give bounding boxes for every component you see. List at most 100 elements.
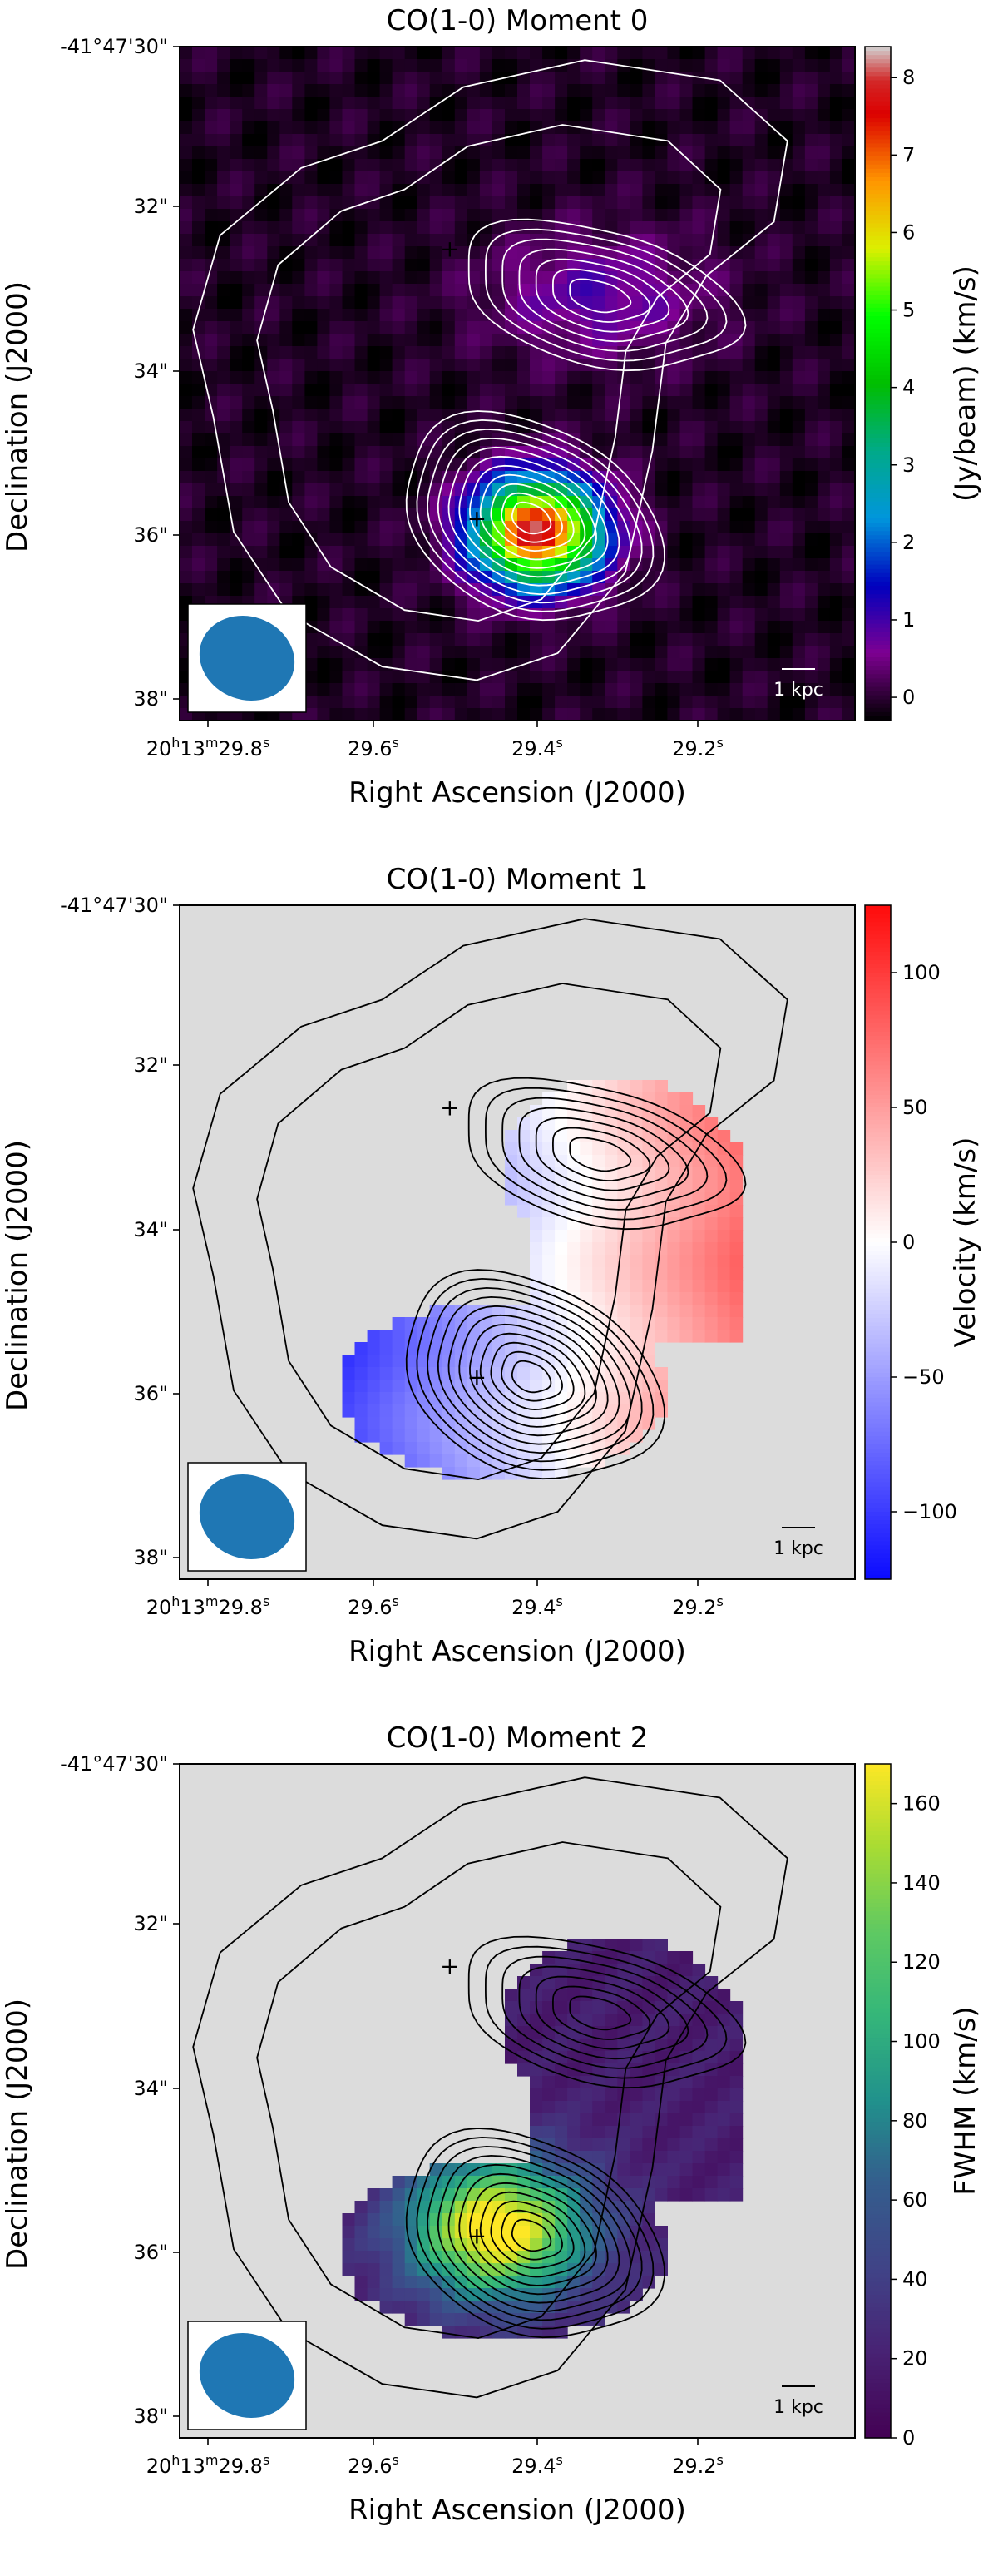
map-pixel bbox=[567, 1355, 581, 1368]
colorbar-segment bbox=[865, 523, 891, 528]
map-pixel bbox=[729, 346, 744, 359]
map-pixel bbox=[454, 309, 468, 322]
map-pixel bbox=[829, 334, 843, 347]
map-pixel bbox=[817, 109, 831, 122]
map-pixel bbox=[704, 134, 719, 147]
map-pixel bbox=[630, 671, 643, 684]
map-pixel bbox=[630, 97, 643, 110]
contour-line bbox=[518, 1107, 689, 1201]
map-pixel bbox=[655, 1392, 668, 1405]
map-pixel bbox=[404, 334, 418, 347]
map-pixel bbox=[192, 221, 205, 235]
map-pixel bbox=[492, 134, 506, 147]
map-pixel bbox=[279, 446, 293, 459]
map-pixel bbox=[804, 384, 818, 397]
map-pixel bbox=[230, 221, 243, 235]
map-pixel bbox=[829, 97, 843, 110]
map-pixel bbox=[479, 346, 493, 359]
map-pixel bbox=[742, 671, 756, 684]
colorbar-segment bbox=[865, 1764, 891, 1769]
map-pixel bbox=[392, 683, 406, 696]
map-pixel bbox=[829, 134, 843, 147]
map-pixel bbox=[379, 159, 393, 172]
map-pixel bbox=[530, 458, 543, 472]
map-pixel bbox=[542, 671, 556, 684]
map-pixel bbox=[630, 2263, 643, 2276]
colorbar-segment bbox=[865, 1822, 891, 1828]
map-pixel bbox=[792, 596, 806, 609]
map-pixel bbox=[567, 109, 581, 122]
map-pixel bbox=[417, 47, 431, 60]
map-pixel bbox=[542, 1951, 556, 1964]
map-pixel bbox=[642, 533, 655, 547]
map-pixel bbox=[617, 409, 630, 422]
map-pixel bbox=[279, 209, 293, 222]
colorbar-segment bbox=[865, 1073, 891, 1079]
map-pixel bbox=[717, 234, 731, 247]
colorbar-segment bbox=[865, 2231, 891, 2237]
colorbar-segment bbox=[865, 2395, 891, 2401]
map-pixel bbox=[467, 546, 481, 559]
map-pixel bbox=[454, 346, 468, 359]
map-pixel bbox=[679, 1976, 694, 1989]
map-pixel bbox=[792, 184, 806, 197]
map-pixel bbox=[767, 571, 781, 584]
map-pixel bbox=[329, 496, 343, 509]
map-pixel bbox=[580, 1255, 593, 1268]
x-tick-label: 20h13m29.8s bbox=[146, 2452, 270, 2478]
map-pixel bbox=[642, 1330, 655, 1343]
map-pixel bbox=[467, 121, 481, 135]
x-tick-label: 29.6s bbox=[348, 2452, 399, 2478]
map-pixel bbox=[242, 134, 255, 147]
map-pixel bbox=[217, 583, 230, 597]
map-pixel bbox=[779, 271, 793, 285]
map-pixel bbox=[717, 246, 731, 260]
map-pixel bbox=[180, 59, 193, 72]
map-pixel bbox=[392, 146, 406, 160]
map-pixel bbox=[180, 321, 193, 334]
map-pixel bbox=[704, 596, 719, 609]
colorbar-segment bbox=[865, 2227, 891, 2232]
map-pixel bbox=[617, 209, 630, 222]
map-pixel bbox=[729, 171, 744, 185]
map-pixel bbox=[605, 608, 618, 622]
map-pixel bbox=[679, 109, 694, 122]
colorbar-segment bbox=[865, 438, 891, 443]
map-pixel bbox=[454, 596, 468, 609]
colorbar-segment bbox=[865, 1537, 891, 1543]
map-pixel bbox=[642, 1280, 655, 1293]
map-pixel bbox=[517, 2313, 531, 2326]
map-pixel bbox=[779, 72, 793, 85]
map-pixel bbox=[792, 134, 806, 147]
map-pixel bbox=[392, 696, 406, 709]
map-pixel bbox=[279, 234, 293, 247]
colorbar-segment bbox=[865, 409, 891, 414]
colorbar-tick-label: 7 bbox=[902, 143, 915, 166]
map-pixel bbox=[555, 1155, 568, 1168]
map-pixel bbox=[555, 2088, 568, 2102]
map-pixel bbox=[205, 496, 218, 509]
map-pixel bbox=[367, 259, 381, 272]
map-pixel bbox=[542, 1417, 556, 1430]
map-pixel bbox=[230, 134, 243, 147]
moment-1-panel: + +1 kpc CO(1-0) Moment 1 20h13m29.8s 29.6s 2… bbox=[0, 859, 998, 1717]
map-pixel bbox=[754, 334, 768, 347]
map-pixel bbox=[692, 2126, 706, 2139]
colorbar-segment bbox=[865, 2063, 891, 2068]
map-pixel bbox=[354, 1367, 368, 1380]
map-pixel bbox=[729, 2076, 744, 2089]
map-pixel bbox=[192, 246, 205, 260]
map-pixel bbox=[754, 246, 768, 260]
colorbar-tick-label: 50 bbox=[902, 1096, 928, 1119]
map-pixel bbox=[354, 334, 368, 347]
map-pixel bbox=[580, 2151, 593, 2164]
map-pixel bbox=[829, 683, 843, 696]
map-pixel bbox=[304, 708, 318, 721]
map-pixel bbox=[580, 508, 593, 522]
map-pixel bbox=[729, 259, 744, 272]
map-pixel bbox=[779, 483, 793, 497]
map-pixel bbox=[605, 2051, 618, 2064]
colorbar-segment bbox=[865, 143, 891, 149]
map-pixel bbox=[379, 1367, 393, 1380]
map-pixel bbox=[754, 271, 768, 285]
